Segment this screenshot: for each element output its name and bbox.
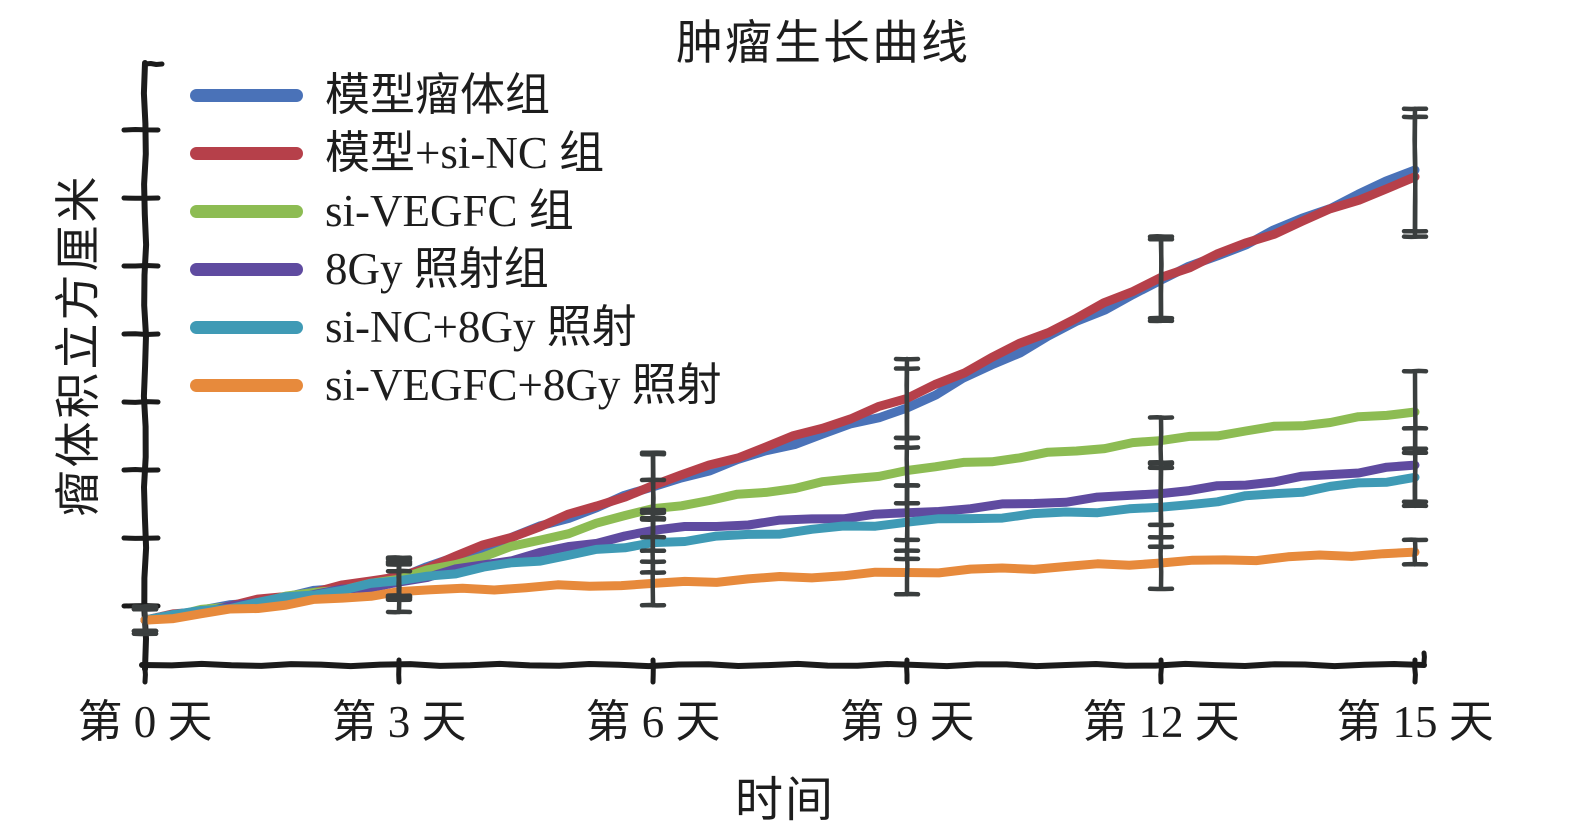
legend: 模型瘤体组 模型+si-NC 组 si-VEGFC 组 8Gy 照射组 si-N… (190, 66, 722, 414)
x-tick-label-day6: 第 6 天 (585, 697, 721, 747)
legend-line-swatch-sinc-8gy (190, 320, 303, 334)
x-tick-label-day12: 第 12 天 (1082, 697, 1240, 747)
x-tick-label-day9: 第 9 天 (839, 697, 975, 747)
legend-label-model-sinc: 模型+si-NC 组 (325, 127, 605, 178)
legend-label-sivegfc-8gy: si-VEGFC+8Gy 照射 (325, 359, 722, 410)
legend-line-swatch-model-sinc (190, 146, 303, 160)
legend-label-sinc-8gy: si-NC+8Gy 照射 (325, 301, 637, 352)
legend-item-8gy: 8Gy 照射组 (190, 240, 722, 298)
x-axis-label: 时间 (734, 774, 836, 827)
x-tick-label-day0: 第 0 天 (77, 697, 213, 747)
x-tick-label-day15: 第 15 天 (1336, 697, 1494, 747)
chart-title: 肿瘤生长曲线 (676, 18, 970, 70)
legend-line-swatch-sivegfc-8gy (190, 378, 303, 392)
legend-item-sivegfc-8gy: si-VEGFC+8Gy 照射 (190, 356, 722, 414)
x-tick-label-day3: 第 3 天 (331, 697, 467, 747)
legend-label-model: 模型瘤体组 (325, 69, 551, 120)
legend-item-model: 模型瘤体组 (190, 66, 722, 124)
legend-label-8gy: 8Gy 照射组 (325, 243, 549, 294)
legend-item-model-sinc: 模型+si-NC 组 (190, 124, 722, 182)
legend-item-sinc-8gy: si-NC+8Gy 照射 (190, 298, 722, 356)
y-axis-label: 瘤体积立方厘米 (53, 173, 104, 517)
legend-line-swatch-sivegfc (190, 204, 303, 218)
legend-line-swatch-model (190, 88, 303, 102)
legend-label-sivegfc: si-VEGFC 组 (325, 185, 574, 236)
legend-item-sivegfc: si-VEGFC 组 (190, 182, 722, 240)
legend-line-swatch-8gy (190, 262, 303, 276)
